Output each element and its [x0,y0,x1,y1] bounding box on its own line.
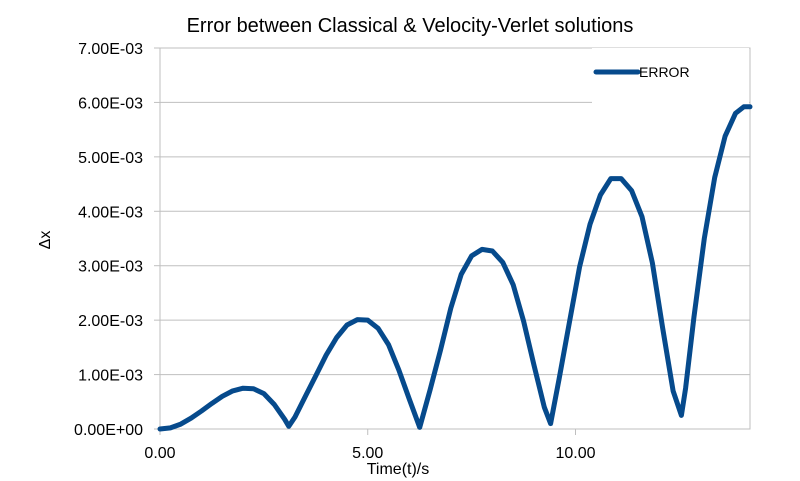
y-tick-label: 1.00E-03 [78,368,143,385]
y-tick-label: 2.00E-03 [78,313,143,330]
x-axis-ticks: 0.00 5.00 10.00 [144,429,596,462]
y-tick-label: 4.00E-03 [78,204,143,221]
x-axis-label: Time(t)/s [367,461,430,478]
x-tick-label: 0.00 [144,445,175,462]
legend-label-error: ERROR [639,64,690,80]
plot-area [159,47,751,430]
chart-title: Error between Classical & Velocity-Verle… [187,15,634,37]
x-tick-label: 5.00 [352,445,383,462]
y-tick-label: 0.00E+00 [74,422,143,439]
y-tick-label: 3.00E-03 [78,259,143,276]
legend-box [592,48,749,103]
y-axis-label: Δx [37,231,54,250]
error-series-line [157,104,753,432]
y-tick-label: 6.00E-03 [78,95,143,112]
y-tick-label: 7.00E-03 [78,41,143,58]
legend: ERROR [592,48,749,103]
y-tick-label: 5.00E-03 [78,150,143,167]
x-tick-label: 10.00 [555,445,595,462]
y-axis-ticks: 0.00E+00 1.00E-03 2.00E-03 3.00E-03 4.00E-03… [74,41,160,439]
